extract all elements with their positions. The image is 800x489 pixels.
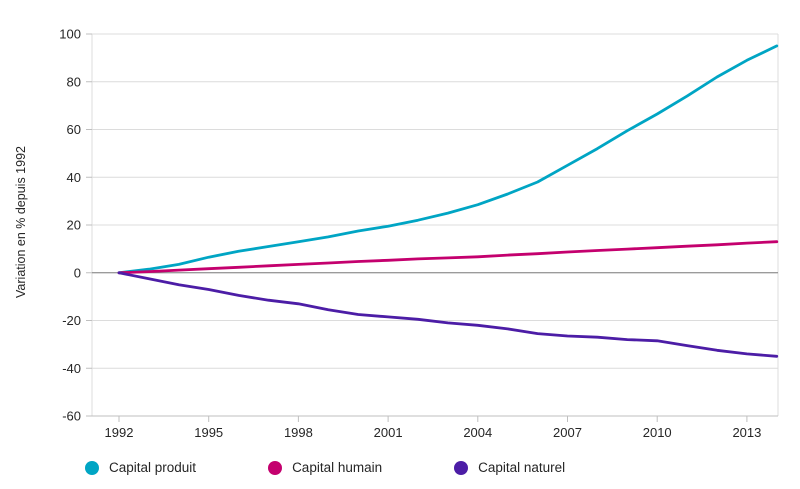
y-tick-label: 100: [59, 27, 81, 42]
legend: Capital produit Capital humain Capital nat…: [85, 457, 565, 479]
legend-label: Capital produit: [109, 460, 197, 476]
y-tick-label: -40: [62, 361, 81, 376]
axis-ticks: 100 80 60 40 20 0 -20 -40 -60 1992 1995 1998 2001 200…: [59, 27, 761, 441]
legend-label: Capital naturel: [478, 460, 566, 476]
legend-dot-capital-naturel: [454, 461, 469, 475]
series-line-capital-humain: [117, 240, 779, 275]
x-tick-label: 1995: [194, 425, 223, 440]
legend-item-capital-naturel: Capital naturel: [454, 461, 565, 475]
legend-dot-capital-produit: [85, 461, 99, 475]
x-tick-label: 1992: [105, 425, 134, 440]
y-tick-label: 60: [67, 122, 81, 137]
series-line-capital-naturel: [117, 271, 779, 358]
x-tick-label: 1998: [284, 425, 313, 440]
x-tick-label: 2013: [732, 425, 761, 440]
legend-item-capital-humain: Capital humain: [268, 461, 382, 475]
x-tick-label: 2010: [643, 425, 672, 440]
y-tick-label: 20: [67, 218, 81, 233]
legend-item-capital-produit: Capital produit: [85, 461, 196, 475]
y-gridlines: [92, 33, 778, 417]
y-axis-title: Variation en % depuis 1992: [14, 146, 28, 298]
x-tick-label: 2007: [553, 425, 582, 440]
y-tick-label: 80: [67, 74, 81, 89]
y-tick-label: -20: [62, 313, 81, 328]
x-tick-label: 2001: [374, 425, 403, 440]
y-tick-label: 0: [74, 265, 81, 280]
series-line-capital-produit: [117, 44, 779, 275]
y-tick-label: -60: [62, 409, 81, 424]
x-tick-label: 2004: [463, 425, 492, 440]
y-tick-label: 40: [67, 170, 81, 185]
legend-label: Capital humain: [292, 460, 383, 476]
legend-dot-capital-humain: [268, 461, 283, 475]
